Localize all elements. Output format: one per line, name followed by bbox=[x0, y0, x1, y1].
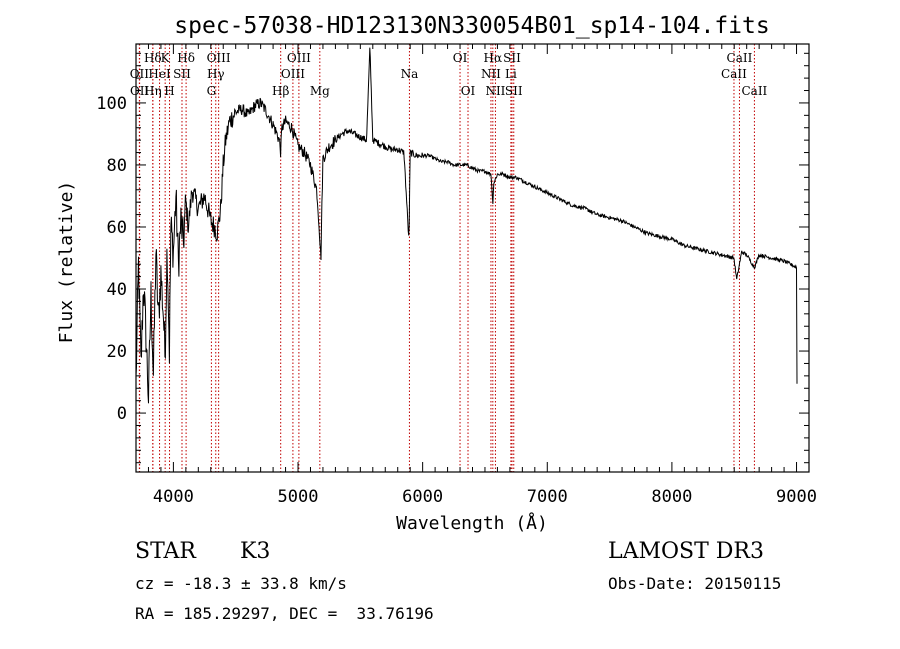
line-marker-label-23: NII bbox=[485, 84, 505, 98]
line-marker-label-0: Hδ bbox=[144, 51, 162, 65]
chart-title: spec-57038-HD123130N330054B01_sp14-104.f… bbox=[174, 13, 769, 39]
line-marker-label-1: OII bbox=[130, 67, 150, 81]
y-tick-label: 80 bbox=[107, 156, 127, 176]
plot-frame bbox=[135, 43, 810, 473]
plot-axes bbox=[135, 43, 810, 473]
x-tick-label: 4000 bbox=[153, 487, 194, 507]
line-marker-label-13: OIII bbox=[281, 67, 305, 81]
line-marker-label-7: H bbox=[164, 84, 174, 98]
object-class: STAR bbox=[135, 539, 196, 564]
x-tick-label: 9000 bbox=[776, 487, 817, 507]
y-axis-label: Flux (relative) bbox=[56, 181, 77, 344]
line-marker-label-22: Li bbox=[505, 67, 517, 81]
line-marker-label-15: Mg bbox=[310, 84, 330, 98]
line-marker-label-11: G bbox=[207, 84, 217, 98]
coordinates: RA = 185.29297, DEC = 33.76196 bbox=[135, 604, 434, 623]
line-marker-label-5: K bbox=[161, 51, 171, 65]
redshift-value: cz = -18.3 ± 33.8 km/s bbox=[135, 574, 347, 593]
spectrum-line bbox=[135, 47, 798, 404]
x-axis-label: Wavelength (Å) bbox=[396, 512, 548, 534]
line-marker-label-9: OIII bbox=[207, 51, 231, 65]
line-marker-label-6: SII bbox=[173, 67, 191, 81]
line-marker-label-26: CaII bbox=[721, 67, 747, 81]
line-marker-label-12: OIII bbox=[287, 51, 311, 65]
line-marker-label-24: SII bbox=[505, 84, 523, 98]
line-marker-label-21: NII bbox=[481, 67, 501, 81]
x-tick-label: 7000 bbox=[527, 487, 568, 507]
line-markers bbox=[138, 44, 755, 472]
axis-ticks: 4000 5000 6000 7000 8000 9000 0 20 40 60 80 100 bbox=[96, 44, 817, 507]
line-marker-label-14: Hβ bbox=[272, 84, 289, 98]
line-marker-label-4: Hη bbox=[144, 84, 162, 98]
spectrum-series bbox=[135, 47, 798, 404]
line-marker-label-17: OI bbox=[453, 51, 468, 65]
line-marker-label-3: HeI bbox=[148, 67, 171, 81]
line-marker-label-25: CaII bbox=[727, 51, 753, 65]
y-tick-label: 0 bbox=[117, 404, 127, 424]
line-marker-label-20: SII bbox=[503, 51, 521, 65]
object-subclass: K3 bbox=[240, 539, 271, 564]
line-marker-label-27: CaII bbox=[741, 84, 767, 98]
x-tick-label: 5000 bbox=[278, 487, 319, 507]
line-marker-label-19: Hα bbox=[484, 51, 503, 65]
line-marker-label-18: OI bbox=[461, 84, 476, 98]
line-marker-label-8: Hδ bbox=[177, 51, 195, 65]
survey-name: LAMOST DR3 bbox=[608, 539, 764, 564]
x-tick-label: 6000 bbox=[402, 487, 443, 507]
line-marker-label-10: Hγ bbox=[207, 67, 225, 81]
y-tick-label: 60 bbox=[107, 218, 127, 238]
y-tick-label: 100 bbox=[96, 94, 127, 114]
line-marker-label-16: Na bbox=[401, 67, 419, 81]
x-tick-label: 8000 bbox=[651, 487, 692, 507]
y-tick-label: 20 bbox=[107, 342, 127, 362]
y-tick-label: 40 bbox=[107, 280, 127, 300]
observation-date: Obs-Date: 20150115 bbox=[608, 574, 782, 593]
